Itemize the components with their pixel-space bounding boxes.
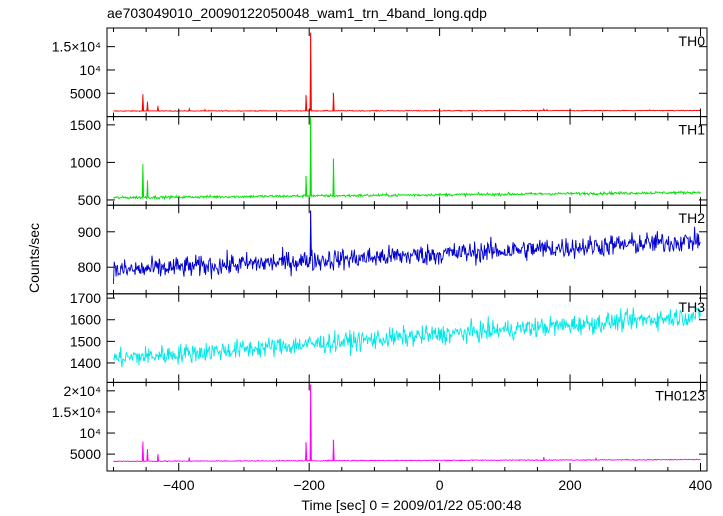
x-tick-label: −400 (163, 477, 195, 493)
panel-label-th0: TH0 (679, 33, 706, 49)
y-tick-label: 5000 (70, 85, 101, 101)
y-tick-label: 1400 (70, 355, 101, 371)
panel-frame-th0 (106, 27, 708, 118)
chart-title: ae703049010_20090122050048_wam1_trn_4ban… (107, 5, 487, 21)
y-tick-label: 1500 (70, 117, 101, 133)
y-tick-label: 1500 (70, 333, 101, 349)
x-axis-label: Time [sec] 0 = 2009/01/22 05:00:48 (301, 497, 522, 513)
series-line-th3 (113, 307, 701, 368)
panel-label-th0123: TH0123 (655, 387, 705, 403)
series-line-th0123 (113, 384, 701, 463)
series-line-th1 (113, 117, 701, 201)
panel-label-th2: TH2 (679, 210, 706, 226)
y-tick-label: 1000 (70, 154, 101, 170)
x-tick-label: 0 (436, 477, 444, 493)
y-tick-label: 500 (78, 192, 102, 208)
panel-frame-th0123 (106, 381, 708, 472)
panel-frame-th3 (106, 293, 708, 383)
series-line-th2 (113, 210, 701, 285)
y-tick-label: 1600 (70, 312, 101, 328)
x-tick-label: −200 (293, 477, 325, 493)
panel-frame-th2 (106, 204, 708, 295)
y-tick-label: 800 (78, 259, 102, 275)
y-tick-label: 900 (78, 224, 102, 240)
panel-label-th3: TH3 (679, 299, 706, 315)
y-tick-label: 2×10⁴ (63, 383, 101, 399)
panel-label-th1: TH1 (679, 122, 706, 138)
y-tick-label: 5000 (70, 446, 101, 462)
y-tick-label: 1.5×10⁴ (52, 39, 101, 55)
panel-frame-th1 (106, 116, 708, 206)
y-tick-label: 1.5×10⁴ (52, 404, 101, 420)
y-tick-label: 10⁴ (79, 425, 101, 441)
series-line-th0 (113, 32, 701, 113)
y-tick-label: 1700 (70, 290, 101, 306)
x-tick-label: 200 (558, 477, 582, 493)
x-tick-label: 400 (689, 477, 713, 493)
y-tick-label: 10⁴ (79, 62, 101, 78)
